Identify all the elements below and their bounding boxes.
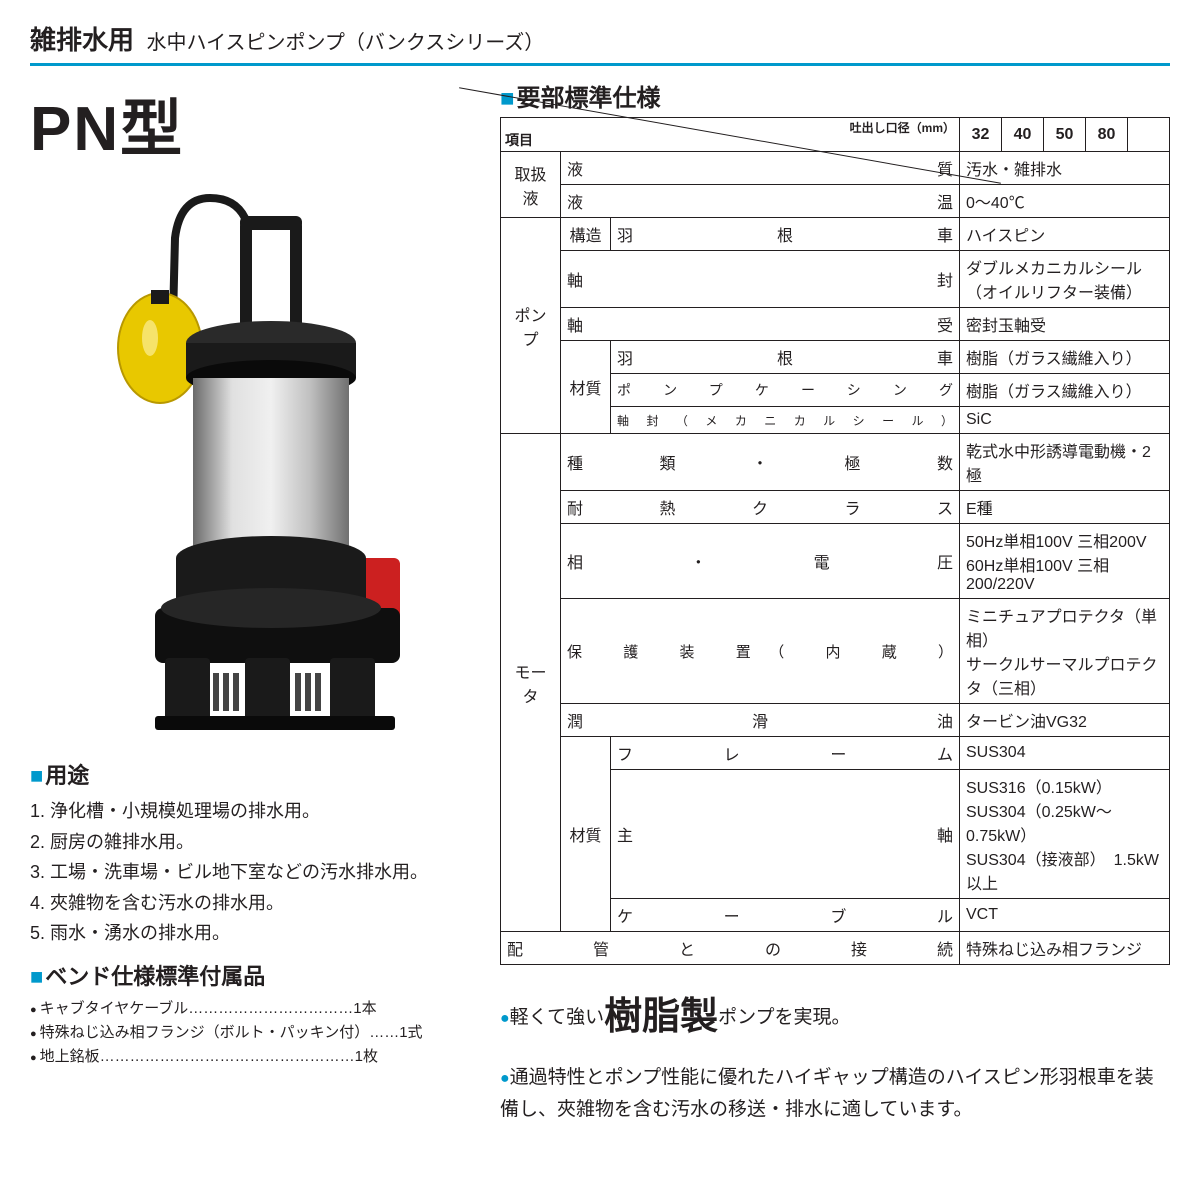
spec-label: 配 管 と の 接 続 bbox=[501, 932, 960, 965]
spec-row: 相 ・ 電 圧50Hz単相100V 三相200V 60Hz単相100V 三相20… bbox=[501, 524, 1170, 599]
spec-value: ミニチュアプロテクタ（単相） サークルサーマルプロテクタ（三相） bbox=[960, 599, 1170, 704]
accessory-item: 特殊ねじ込み相フランジ（ボルト・パッキン付）……1式 bbox=[30, 1021, 480, 1045]
spec-label: ポンプケーシング bbox=[611, 374, 960, 407]
feature-1: ●軽くて強い樹脂製ポンプを実現。 bbox=[500, 985, 1170, 1050]
spec-row: 保 護 装 置（ 内 蔵 ）ミニチュアプロテクタ（単相） サークルサーマルプロテ… bbox=[501, 599, 1170, 704]
accessory-item: 地上銘板……………………………………………1枚 bbox=[30, 1045, 480, 1069]
spec-category: ポンプ bbox=[501, 218, 561, 434]
spec-heading: ■要部標準仕様 bbox=[500, 78, 1170, 113]
spec-subcategory: 材質 bbox=[561, 737, 611, 932]
use-item: 5. 雨水・湧水の排水用。 bbox=[30, 918, 480, 949]
spec-value: 密封玉軸受 bbox=[960, 308, 1170, 341]
spec-label: 耐 熱 ク ラ ス bbox=[561, 491, 960, 524]
spec-category: モータ bbox=[501, 434, 561, 932]
spec-row: 取扱液液 質汚水・雑排水 bbox=[501, 152, 1170, 185]
subtitle-label: 水中ハイスピンポンプ（バンクスシリーズ） bbox=[146, 32, 544, 54]
use-item: 4. 夾雑物を含む汚水の排水用。 bbox=[30, 888, 480, 919]
spec-row: 耐 熱 ク ラ スE種 bbox=[501, 491, 1170, 524]
size-col: 32 bbox=[960, 118, 1002, 152]
size-col: 50 bbox=[1044, 118, 1086, 152]
spec-category: 取扱液 bbox=[501, 152, 561, 218]
spec-row: 軸 受密封玉軸受 bbox=[501, 308, 1170, 341]
spec-value: SUS304 bbox=[960, 737, 1170, 770]
spec-row: 潤 滑 油タービン油VG32 bbox=[501, 704, 1170, 737]
spec-label: フ レ ー ム bbox=[611, 737, 960, 770]
features-block: ●軽くて強い樹脂製ポンプを実現。 ●通過特性とポンプ性能に優れたハイギャップ構造… bbox=[500, 985, 1170, 1126]
use-item: 3. 工場・洗車場・ビル地下室などの汚水排水用。 bbox=[30, 857, 480, 888]
uses-heading: ■用途 bbox=[30, 758, 480, 790]
spec-row: 材質羽 根 車樹脂（ガラス繊維入り） bbox=[501, 341, 1170, 374]
spec-value: SiC bbox=[960, 407, 1170, 434]
spec-subcategory: 材質 bbox=[561, 341, 611, 434]
size-col: 80 bbox=[1086, 118, 1128, 152]
spec-label: 羽 根 車 bbox=[611, 218, 960, 251]
spec-label: 保 護 装 置（ 内 蔵 ） bbox=[561, 599, 960, 704]
use-item: 2. 厨房の雑排水用。 bbox=[30, 827, 480, 858]
size-col: 40 bbox=[1002, 118, 1044, 152]
spec-subcategory: 構造 bbox=[561, 218, 611, 251]
spec-row: 軸 封ダブルメカニカルシール （オイルリフター装備） bbox=[501, 251, 1170, 308]
spec-value: 樹脂（ガラス繊維入り） bbox=[960, 341, 1170, 374]
model-name: PN型 bbox=[30, 78, 480, 168]
spec-value: VCT bbox=[960, 899, 1170, 932]
feature-2: ●通過特性とポンプ性能に優れたハイギャップ構造のハイスピン形羽根車を装備し、夾雑… bbox=[500, 1062, 1170, 1127]
spec-value: ダブルメカニカルシール （オイルリフター装備） bbox=[960, 251, 1170, 308]
spec-row: 液 温0～40℃ bbox=[501, 185, 1170, 218]
spec-value: 乾式水中形誘導電動機・2極 bbox=[960, 434, 1170, 491]
spec-table: 吐出し口径（mm） 項目 32 40 50 80 取扱液液 質汚水・雑排水液 温… bbox=[500, 117, 1170, 965]
spec-label: ケ ー ブ ル bbox=[611, 899, 960, 932]
spec-label: 主 軸 bbox=[611, 770, 960, 899]
spec-value: 0～40℃ bbox=[960, 185, 1170, 218]
spec-label: 液 温 bbox=[561, 185, 960, 218]
accessories-heading: ■ベンド仕様標準付属品 bbox=[30, 959, 480, 991]
use-item: 1. 浄化槽・小規模処理場の排水用。 bbox=[30, 796, 480, 827]
header: 雑排水用 水中ハイスピンポンプ（バンクスシリーズ） bbox=[30, 20, 1170, 66]
spec-value: 樹脂（ガラス繊維入り） bbox=[960, 374, 1170, 407]
size-col-blank bbox=[1128, 118, 1170, 152]
spec-value: SUS316（0.15kW） SUS304（0.25kW～0.75kW） SUS… bbox=[960, 770, 1170, 899]
spec-header-diag: 吐出し口径（mm） 項目 bbox=[501, 118, 960, 152]
accessory-item: キャブタイヤケーブル……………………………1本 bbox=[30, 997, 480, 1021]
pump-product-image bbox=[45, 178, 465, 738]
spec-label: 軸封（メカニカルシール） bbox=[611, 407, 960, 434]
spec-row: 配 管 と の 接 続特殊ねじ込み相フランジ bbox=[501, 932, 1170, 965]
right-column: ■要部標準仕様 吐出し口径（mm） 項目 32 40 50 80 取扱液液 質汚… bbox=[500, 78, 1170, 1138]
spec-row: モータ種 類 ・ 極 数乾式水中形誘導電動機・2極 bbox=[501, 434, 1170, 491]
spec-value: タービン油VG32 bbox=[960, 704, 1170, 737]
spec-label: 種 類 ・ 極 数 bbox=[561, 434, 960, 491]
spec-value: 特殊ねじ込み相フランジ bbox=[960, 932, 1170, 965]
spec-label: 潤 滑 油 bbox=[561, 704, 960, 737]
uses-list: 1. 浄化槽・小規模処理場の排水用。 2. 厨房の雑排水用。 3. 工場・洗車場… bbox=[30, 796, 480, 949]
spec-value: 汚水・雑排水 bbox=[960, 152, 1170, 185]
accessories-list: キャブタイヤケーブル……………………………1本 特殊ねじ込み相フランジ（ボルト・… bbox=[30, 997, 480, 1069]
spec-value: 50Hz単相100V 三相200V 60Hz単相100V 三相200/220V bbox=[960, 524, 1170, 599]
spec-label: 相 ・ 電 圧 bbox=[561, 524, 960, 599]
category-label: 雑排水用 bbox=[30, 25, 134, 55]
spec-value: ハイスピン bbox=[960, 218, 1170, 251]
spec-label: 軸 封 bbox=[561, 251, 960, 308]
spec-label: 軸 受 bbox=[561, 308, 960, 341]
spec-row: ポンプ構造羽 根 車ハイスピン bbox=[501, 218, 1170, 251]
spec-label: 羽 根 車 bbox=[611, 341, 960, 374]
spec-row: 材質フ レ ー ムSUS304 bbox=[501, 737, 1170, 770]
spec-value: E種 bbox=[960, 491, 1170, 524]
spec-label: 液 質 bbox=[561, 152, 960, 185]
main-content: PN型 bbox=[30, 78, 1170, 1138]
left-column: PN型 bbox=[30, 78, 480, 1138]
